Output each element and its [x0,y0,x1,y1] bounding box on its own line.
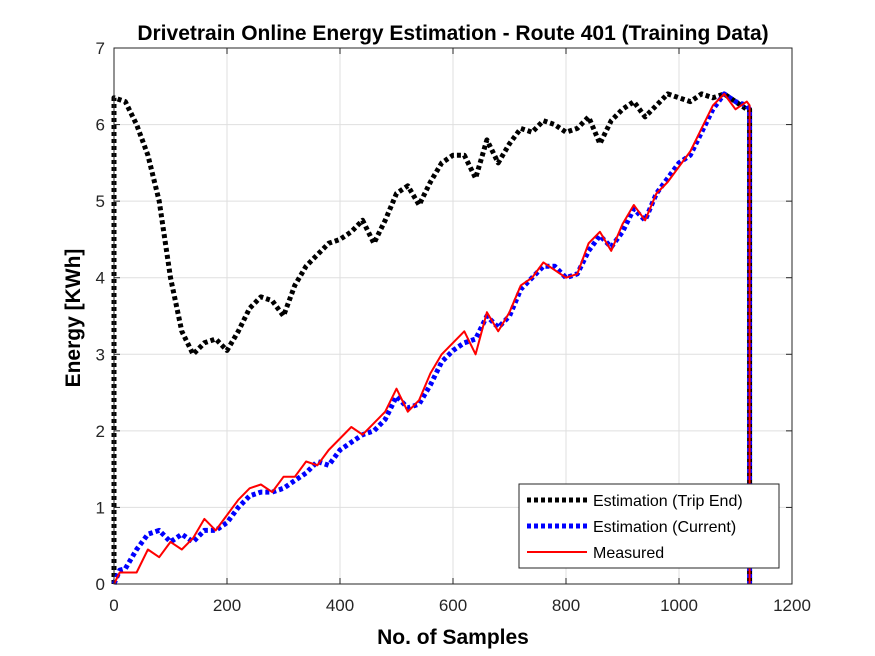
x-tick-label-1: 200 [213,596,241,615]
x-tick-label-2: 400 [326,596,354,615]
series-line-measured [113,92,751,585]
y-tick-label-1: 1 [96,498,105,517]
y-axis-title: Energy [KWh] [62,249,85,388]
x-tick-label-4: 800 [552,596,580,615]
series-line-estimation-trip-end [111,91,753,584]
legend-label-estimation-current: Estimation (Current) [593,519,736,536]
x-axis-title: No. of Samples [377,626,529,649]
x-tick-label-5: 1000 [660,596,698,615]
x-tick-label-0: 0 [109,596,118,615]
y-tick-label-0: 0 [96,575,105,594]
x-tick-label-3: 600 [439,596,467,615]
y-tick-label-2: 2 [96,422,105,441]
y-tick-label-3: 3 [96,345,105,364]
legend-label-measured: Measured [593,545,664,562]
legend-label-estimation-trip-end: Estimation (Trip End) [593,493,743,510]
x-tick-label-6: 1200 [773,596,811,615]
y-tick-label-6: 6 [96,116,105,135]
chart-title: Drivetrain Online Energy Estimation - Ro… [137,22,768,45]
y-tick-label-7: 7 [96,39,105,58]
y-tick-label-4: 4 [96,269,105,288]
y-tick-label-5: 5 [96,192,105,211]
legend: Estimation (Trip End) Estimation (Current… [518,483,780,569]
